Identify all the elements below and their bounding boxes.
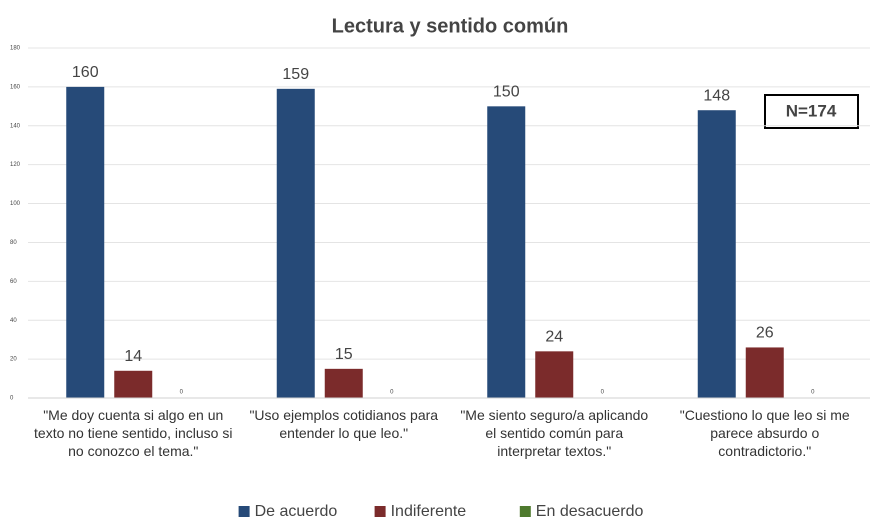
data-label: 26	[756, 325, 774, 342]
bar	[535, 351, 574, 398]
legend-swatch	[374, 506, 386, 517]
data-label: 160	[72, 64, 99, 81]
data-label: 24	[545, 329, 563, 346]
y-tick-label: 40	[10, 318, 17, 324]
data-label: 0	[811, 390, 815, 396]
data-label: 0	[390, 390, 394, 396]
x-tick-label: "Uso ejemplos cotidianos para entender l…	[249, 407, 439, 441]
bar	[324, 368, 363, 398]
y-tick-label: 160	[10, 84, 21, 90]
bar	[276, 88, 315, 398]
annotation-box	[764, 94, 859, 129]
y-tick-label: 20	[10, 357, 17, 363]
y-tick-label: 60	[10, 279, 17, 285]
x-tick-label: "Me siento seguro/a aplicando el sentido…	[460, 407, 649, 459]
data-label: 0	[601, 390, 605, 396]
bar	[697, 110, 736, 398]
bar	[66, 86, 105, 398]
x-tick-label-box: "Me siento seguro/a aplicando el sentido…	[460, 407, 649, 459]
data-label: 150	[493, 84, 520, 101]
legend-label: En desacuerdo	[536, 503, 644, 520]
data-label: 14	[124, 348, 142, 365]
chart-title: Lectura y sentido común	[332, 15, 569, 37]
y-tick-label: 0	[10, 396, 14, 402]
x-tick-label: "Cuestiono lo que leo si me parece absur…	[679, 407, 850, 459]
legend-label: De acuerdo	[255, 503, 338, 520]
y-tick-label: 140	[10, 123, 21, 129]
legend-swatch	[519, 506, 531, 517]
y-tick-label: 120	[10, 162, 21, 168]
bar	[487, 106, 526, 398]
y-tick-label: 180	[10, 46, 21, 52]
annotation: N=174	[786, 101, 837, 120]
x-tick-label-box: "Uso ejemplos cotidianos para entender l…	[249, 407, 439, 441]
data-label: 0	[180, 390, 184, 396]
data-label: 15	[335, 346, 353, 363]
x-tick-label-box: "Cuestiono lo que leo si me parece absur…	[679, 407, 850, 459]
bar	[745, 347, 784, 398]
data-label: 159	[282, 66, 309, 83]
bar	[114, 370, 153, 398]
legend-label: Indiferente	[391, 503, 467, 520]
data-label: 148	[703, 87, 730, 104]
x-tick-label-box: "Me doy cuenta si algo en un texto no ti…	[34, 407, 233, 459]
legend-swatch	[238, 506, 250, 517]
y-tick-label: 80	[10, 240, 17, 246]
y-tick-label: 100	[10, 201, 21, 207]
x-tick-label: "Me doy cuenta si algo en un texto no ti…	[34, 407, 233, 459]
